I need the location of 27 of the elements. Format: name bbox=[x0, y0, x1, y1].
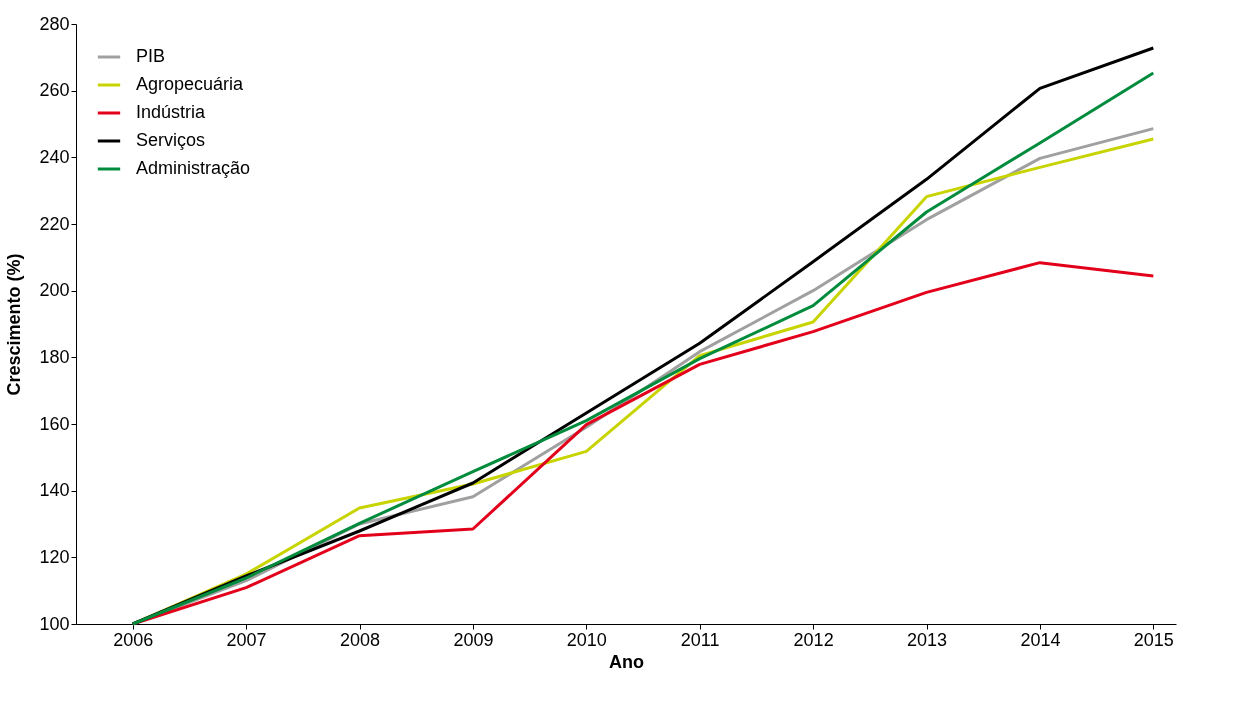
x-tick-label: 2015 bbox=[1133, 629, 1174, 650]
y-tick-label: 260 bbox=[39, 80, 70, 101]
legend-label: Serviços bbox=[136, 130, 206, 150]
y-tick-label: 120 bbox=[39, 546, 70, 567]
x-axis-title: Ano bbox=[609, 651, 644, 672]
legend-label: PIB bbox=[136, 46, 166, 66]
y-tick-label: 280 bbox=[39, 13, 70, 34]
x-tick-label: 2014 bbox=[1020, 629, 1061, 650]
y-tick-label: 160 bbox=[39, 413, 70, 434]
x-tick-label: 2013 bbox=[906, 629, 948, 650]
y-tick-label: 140 bbox=[39, 480, 70, 501]
legend-label: Administração bbox=[136, 158, 251, 178]
y-tick-label: 180 bbox=[39, 346, 70, 367]
legend-label: Agropecuária bbox=[136, 74, 245, 94]
y-tick-label: 200 bbox=[39, 280, 70, 301]
y-tick-label: 240 bbox=[39, 146, 70, 167]
x-tick-label: 2009 bbox=[453, 629, 494, 650]
x-tick-label: 2011 bbox=[680, 629, 720, 650]
x-tick-label: 2006 bbox=[113, 629, 154, 650]
x-tick-label: 2012 bbox=[793, 629, 834, 650]
legend-label: Indústria bbox=[136, 102, 207, 122]
x-tick-label: 2010 bbox=[566, 629, 607, 650]
y-tick-label: 100 bbox=[39, 613, 70, 634]
x-tick-label: 2007 bbox=[226, 629, 267, 650]
y-tick-label: 220 bbox=[39, 213, 70, 234]
y-axis-title: Crescimento (%) bbox=[4, 253, 25, 396]
x-tick-label: 2008 bbox=[339, 629, 381, 650]
